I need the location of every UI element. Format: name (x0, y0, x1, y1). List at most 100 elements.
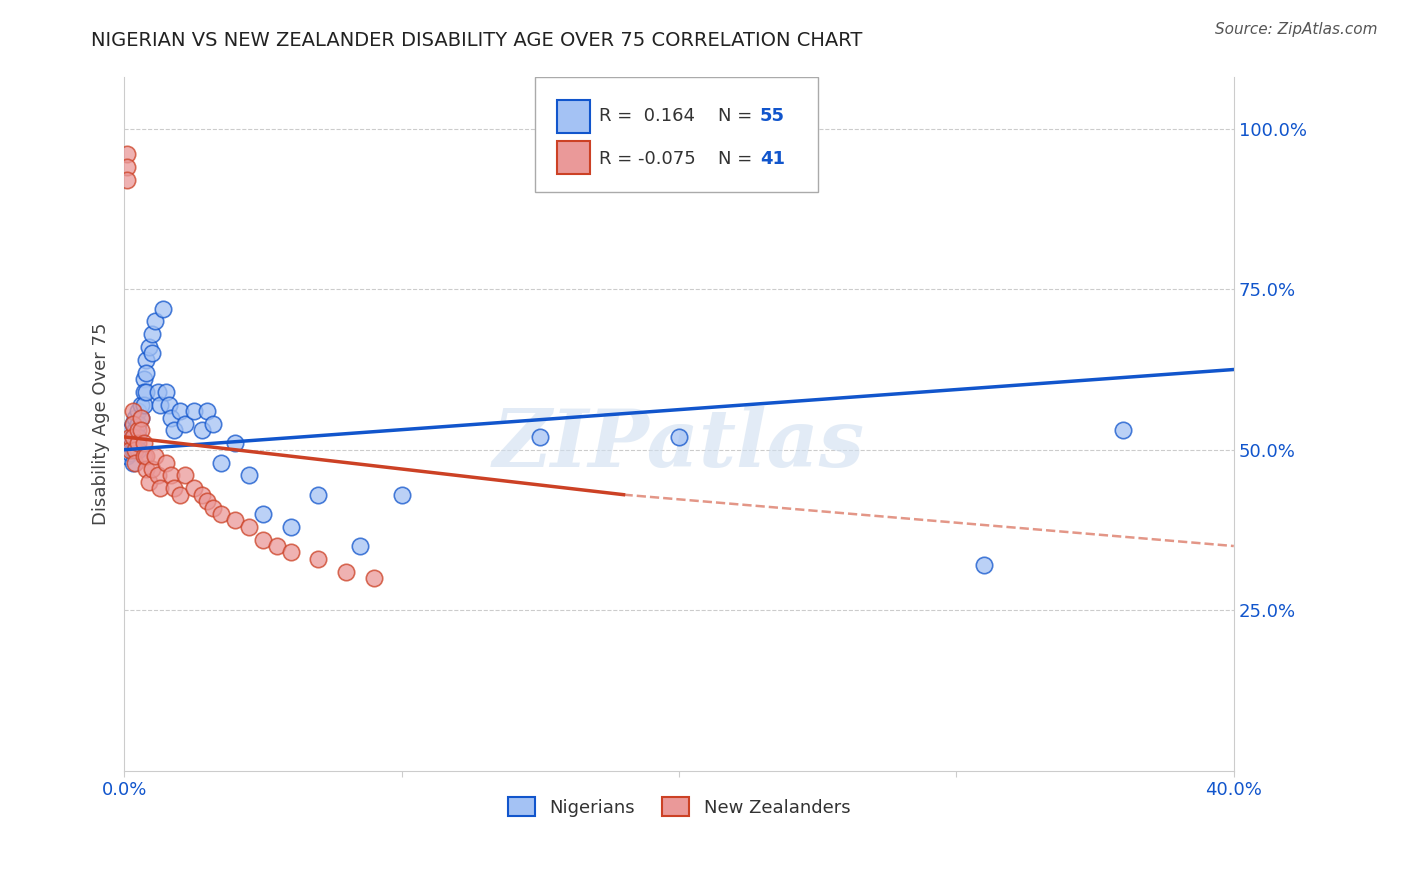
Point (115, 161, 138, 175)
Point (141, 327, 163, 342)
Point (155, 384, 177, 399)
Point (169, 404, 191, 418)
Point (973, 558, 995, 573)
Point (121, 442, 143, 457)
Point (391, 488, 413, 502)
Point (127, 442, 149, 457)
Point (127, 417, 149, 431)
Text: R = -0.075: R = -0.075 (599, 150, 696, 168)
Point (124, 410, 146, 425)
Point (197, 494, 219, 508)
Point (280, 545, 302, 559)
Point (115, 449, 138, 463)
Point (163, 424, 186, 438)
Point (280, 520, 302, 534)
Point (121, 417, 143, 431)
Point (349, 539, 371, 553)
Point (1112, 424, 1135, 438)
Point (307, 552, 329, 566)
Point (155, 456, 177, 470)
Point (201, 417, 224, 431)
Point (127, 424, 149, 438)
Point (124, 424, 146, 438)
Point (143, 449, 166, 463)
Point (529, 430, 551, 444)
Point (209, 456, 232, 470)
Point (121, 456, 143, 470)
Point (266, 539, 288, 553)
Point (183, 404, 205, 418)
Point (124, 442, 146, 457)
Point (115, 436, 138, 450)
Point (157, 398, 180, 412)
Point (115, 442, 138, 457)
FancyBboxPatch shape (534, 78, 818, 192)
Point (121, 404, 143, 418)
Point (132, 436, 155, 450)
Point (160, 410, 183, 425)
Text: R =  0.164: R = 0.164 (599, 107, 695, 125)
Point (143, 314, 166, 328)
Point (307, 488, 329, 502)
Point (152, 301, 174, 316)
Text: 55: 55 (761, 107, 785, 125)
Point (118, 442, 141, 457)
Point (138, 340, 160, 354)
Point (129, 410, 152, 425)
Point (191, 488, 214, 502)
Point (135, 366, 157, 380)
Point (363, 571, 385, 585)
Point (169, 488, 191, 502)
Point (160, 468, 183, 483)
Point (127, 436, 149, 450)
Point (149, 398, 172, 412)
Point (124, 436, 146, 450)
Point (118, 446, 141, 460)
Point (118, 433, 141, 447)
Point (115, 147, 138, 161)
Point (118, 430, 141, 444)
Point (224, 513, 246, 527)
Point (127, 404, 149, 418)
Point (127, 430, 149, 444)
Y-axis label: Disability Age Over 75: Disability Age Over 75 (93, 323, 110, 525)
Point (135, 449, 157, 463)
Point (132, 372, 155, 386)
Point (238, 468, 260, 483)
Text: Source: ZipAtlas.com: Source: ZipAtlas.com (1215, 22, 1378, 37)
Text: 41: 41 (761, 150, 785, 168)
Point (124, 456, 146, 470)
Point (118, 424, 141, 438)
Point (163, 481, 186, 495)
Point (149, 481, 172, 495)
Point (129, 410, 152, 425)
Point (132, 398, 155, 412)
Point (121, 417, 143, 431)
Point (138, 475, 160, 489)
Point (121, 430, 143, 444)
Point (146, 468, 169, 483)
Text: N =: N = (718, 107, 758, 125)
Text: N =: N = (718, 150, 758, 168)
Point (146, 384, 169, 399)
Point (132, 449, 155, 463)
Point (209, 507, 232, 521)
Text: ZIPatlas: ZIPatlas (494, 406, 865, 483)
Point (238, 520, 260, 534)
Point (174, 468, 197, 483)
Point (132, 384, 155, 399)
Point (668, 430, 690, 444)
Point (141, 346, 163, 360)
Point (141, 462, 163, 476)
FancyBboxPatch shape (557, 100, 591, 133)
Point (197, 404, 219, 418)
Point (191, 424, 214, 438)
Point (118, 440, 141, 454)
Point (252, 507, 274, 521)
Point (121, 430, 143, 444)
Point (135, 384, 157, 399)
Point (335, 565, 357, 579)
FancyBboxPatch shape (557, 141, 591, 175)
Point (115, 173, 138, 187)
Point (183, 481, 205, 495)
